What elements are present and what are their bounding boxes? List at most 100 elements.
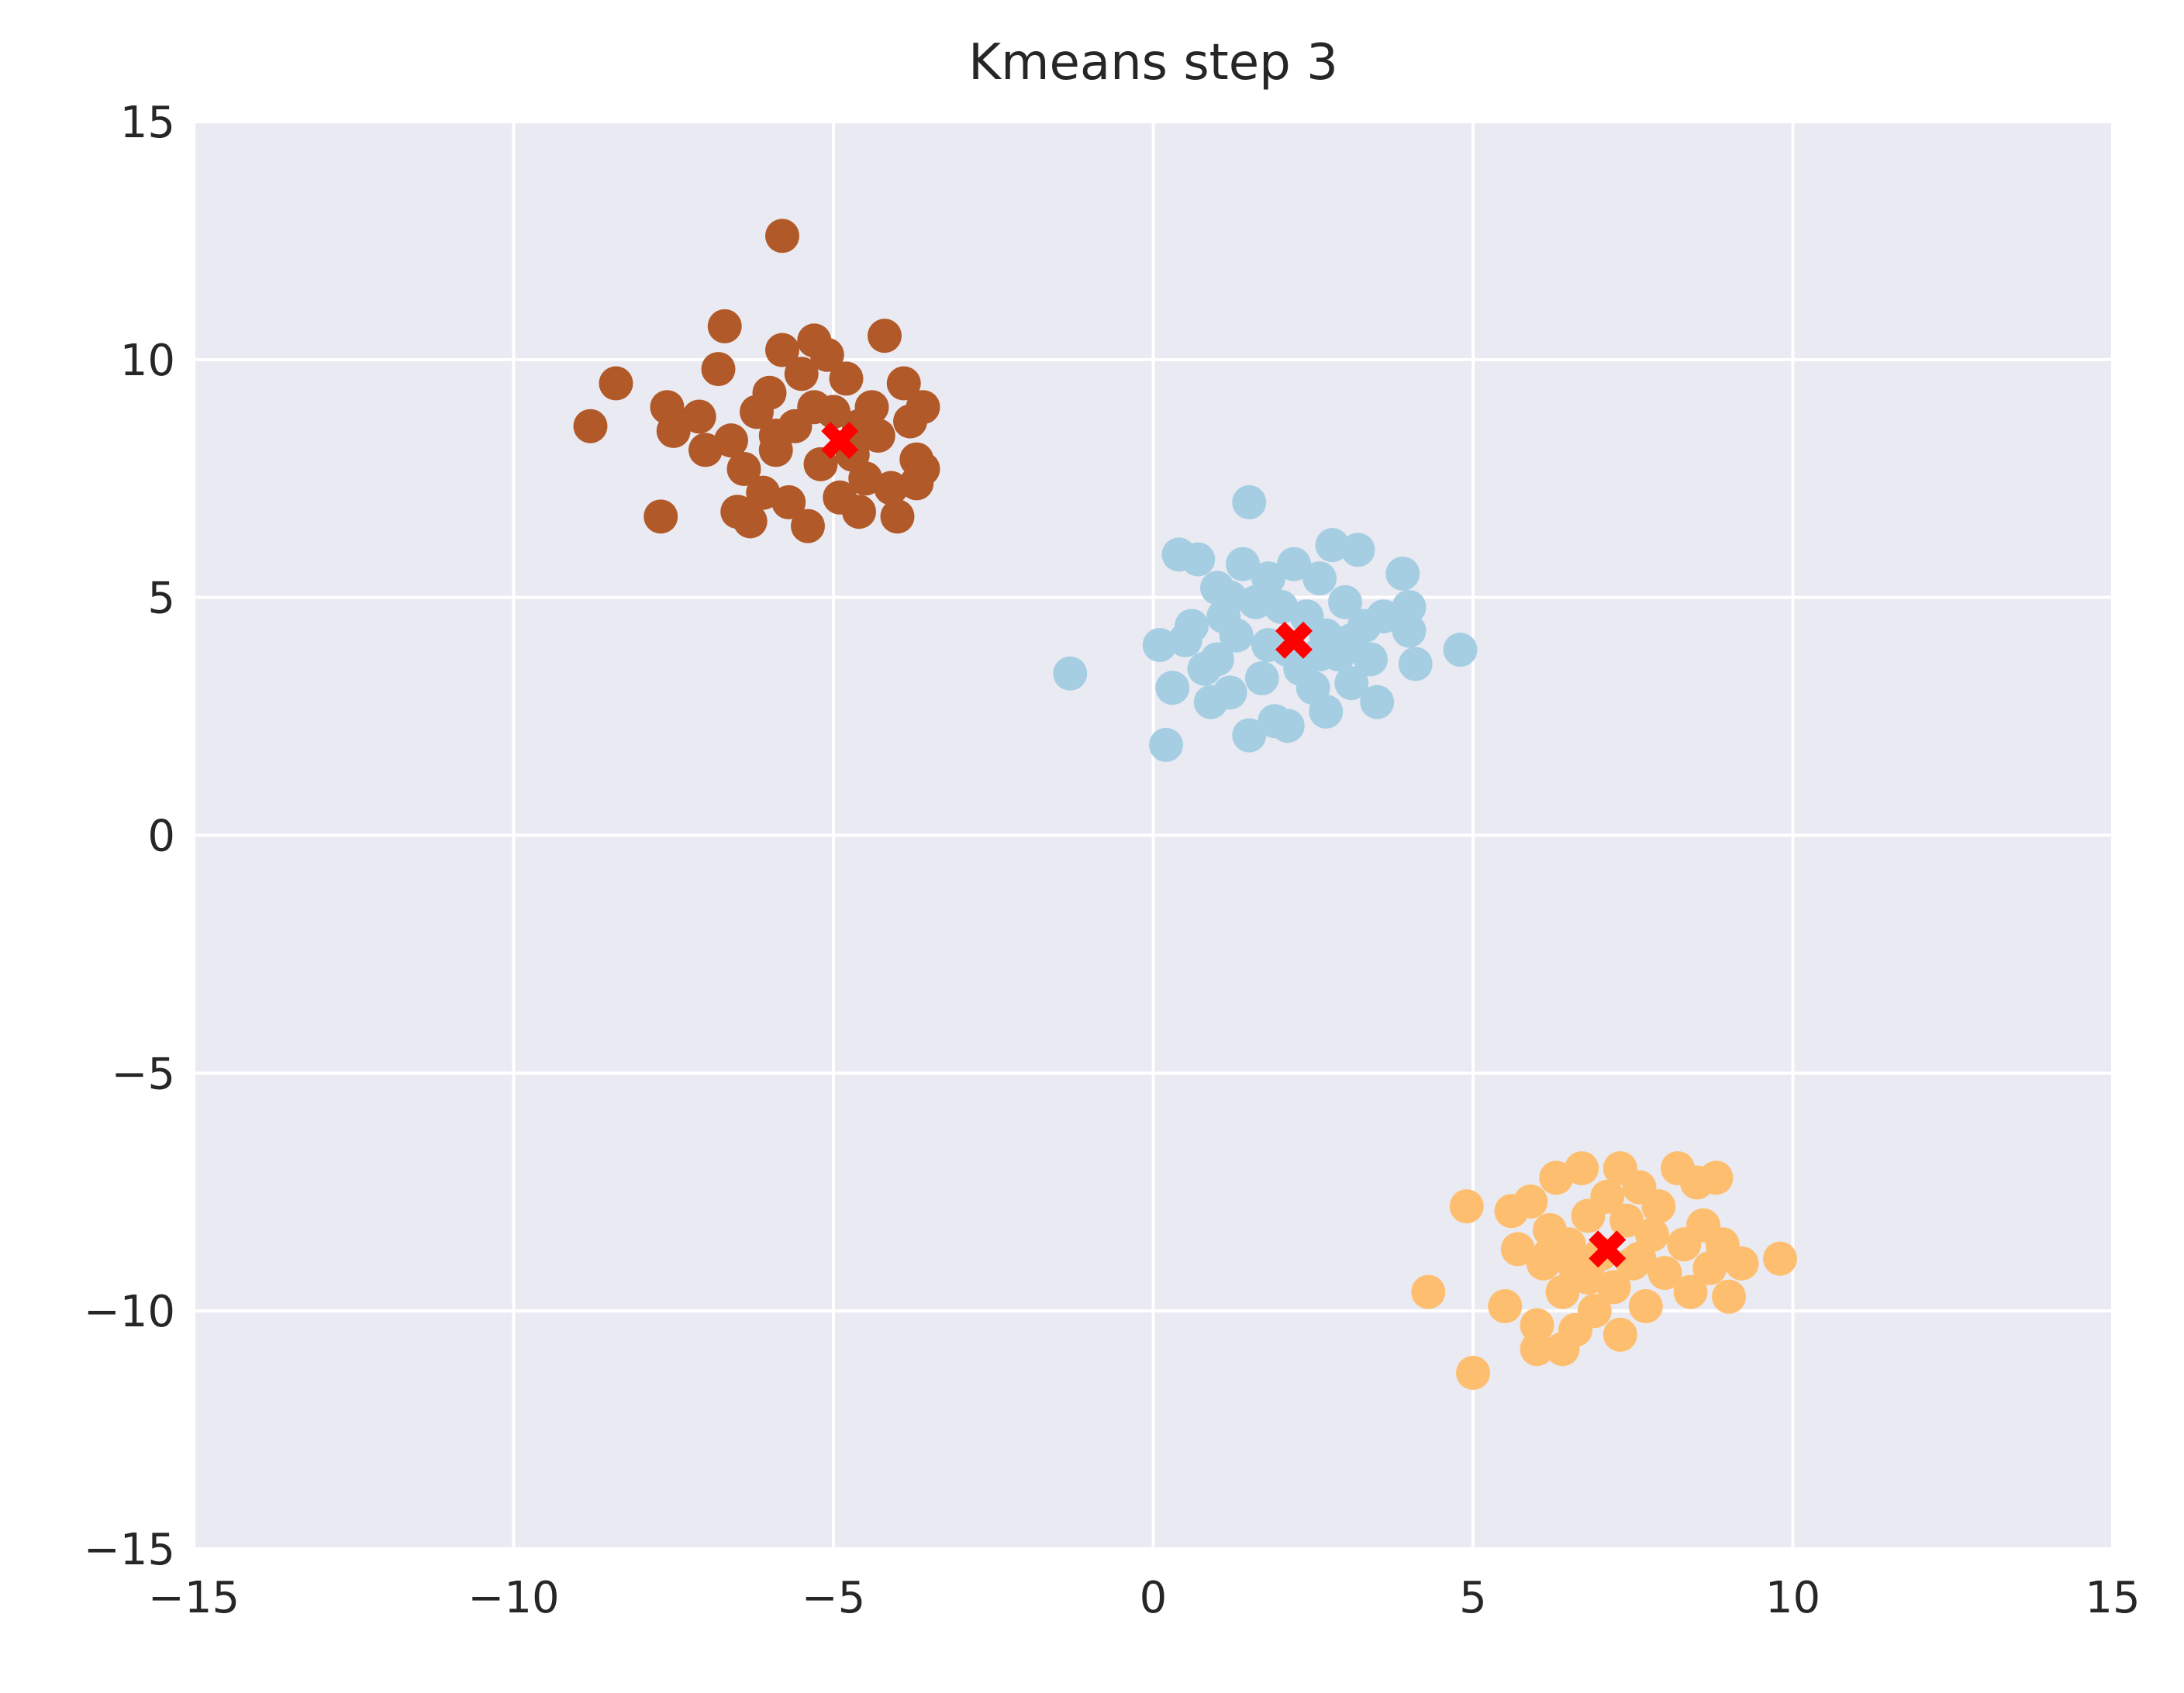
centroid-markers xyxy=(821,422,1627,1268)
y-tick-label: −15 xyxy=(84,1525,175,1575)
data-point xyxy=(1328,584,1362,619)
x-tick-label: −5 xyxy=(802,1573,866,1623)
centroid-marker xyxy=(821,422,859,460)
data-point xyxy=(1449,1189,1484,1224)
data-point xyxy=(1539,1160,1574,1195)
data-point xyxy=(1392,613,1427,648)
data-point xyxy=(1302,561,1337,596)
data-point xyxy=(1565,1151,1599,1186)
data-point xyxy=(1053,656,1088,691)
data-point xyxy=(1181,542,1216,577)
y-tick-label: 0 xyxy=(147,812,175,862)
data-point xyxy=(1647,1256,1682,1291)
data-point xyxy=(874,471,909,505)
data-point xyxy=(1213,675,1247,710)
data-point xyxy=(1360,684,1395,719)
x-tick-label: 5 xyxy=(1459,1573,1487,1623)
data-point xyxy=(752,375,787,410)
data-point xyxy=(1366,599,1401,634)
x-tick-label: 15 xyxy=(2085,1573,2140,1623)
data-point xyxy=(1500,1232,1535,1267)
data-point xyxy=(1622,1241,1657,1276)
data-point xyxy=(1302,637,1337,672)
x-tick-label: −15 xyxy=(148,1573,240,1623)
x-tick-label: 0 xyxy=(1140,1573,1168,1623)
data-point xyxy=(1673,1274,1708,1309)
data-point xyxy=(868,319,902,353)
data-point xyxy=(746,475,781,510)
data-point xyxy=(1590,1179,1625,1214)
data-point xyxy=(1232,484,1267,519)
data-point xyxy=(1456,1355,1490,1390)
chart-title: Kmeans step 3 xyxy=(968,34,1338,91)
data-point xyxy=(733,504,768,539)
data-point xyxy=(1712,1279,1746,1314)
data-point xyxy=(1155,671,1190,705)
data-point xyxy=(1411,1274,1446,1309)
data-point xyxy=(1628,1289,1663,1324)
data-point xyxy=(1334,622,1369,657)
data-point xyxy=(1168,622,1202,657)
data-point xyxy=(1264,589,1299,624)
data-point xyxy=(1315,528,1350,563)
data-point xyxy=(1226,547,1260,581)
data-point xyxy=(1520,1332,1554,1367)
data-point xyxy=(848,461,883,496)
data-point xyxy=(688,433,723,467)
y-tick-label: 10 xyxy=(120,336,175,386)
data-point xyxy=(1277,547,1311,581)
data-point xyxy=(784,357,819,391)
data-point xyxy=(1232,718,1267,753)
data-points xyxy=(573,219,1797,1390)
data-point xyxy=(842,495,876,529)
data-point xyxy=(1533,1236,1567,1271)
y-tick-label: −5 xyxy=(111,1049,175,1099)
data-point xyxy=(765,219,799,253)
centroid-marker xyxy=(1589,1230,1627,1268)
data-point xyxy=(1251,561,1285,596)
data-point xyxy=(1392,589,1427,624)
data-point xyxy=(714,423,748,458)
data-point xyxy=(1334,666,1369,701)
x-axis-ticks: −15 −10 −5 0 5 10 15 xyxy=(148,1573,2141,1623)
data-point xyxy=(1763,1241,1797,1276)
data-point xyxy=(829,361,864,396)
y-tick-label: −10 xyxy=(84,1287,175,1337)
y-tick-label: 15 xyxy=(120,98,175,148)
data-point xyxy=(1309,694,1344,729)
data-point xyxy=(1251,628,1285,663)
data-point xyxy=(726,451,761,486)
data-point xyxy=(1142,628,1177,663)
data-point xyxy=(1270,709,1305,743)
data-point xyxy=(1340,533,1375,567)
data-point xyxy=(1513,1184,1548,1219)
data-point xyxy=(1610,1203,1644,1238)
data-point xyxy=(1200,642,1234,677)
data-point xyxy=(886,366,921,401)
data-point xyxy=(1398,647,1433,681)
data-point xyxy=(880,499,915,534)
data-point xyxy=(1699,1160,1734,1195)
data-point xyxy=(797,390,832,425)
data-point xyxy=(1488,1289,1523,1324)
data-point xyxy=(758,419,793,453)
y-axis-ticks: −15 −10 −5 0 5 10 15 xyxy=(84,98,175,1575)
data-point xyxy=(765,333,799,367)
data-point xyxy=(1724,1246,1759,1281)
data-point xyxy=(1577,1294,1612,1329)
data-point xyxy=(1149,727,1183,762)
centroid-marker xyxy=(1275,621,1313,659)
data-point xyxy=(809,337,844,372)
data-point xyxy=(1219,618,1254,653)
data-point xyxy=(771,484,806,519)
data-point xyxy=(906,451,940,486)
data-point xyxy=(1213,580,1247,615)
x-tick-label: 10 xyxy=(1765,1573,1820,1623)
data-point xyxy=(1443,633,1478,667)
data-point xyxy=(1558,1250,1592,1285)
data-point xyxy=(701,352,736,387)
data-point xyxy=(573,409,608,443)
data-point xyxy=(707,309,742,343)
data-point xyxy=(1520,1308,1554,1343)
